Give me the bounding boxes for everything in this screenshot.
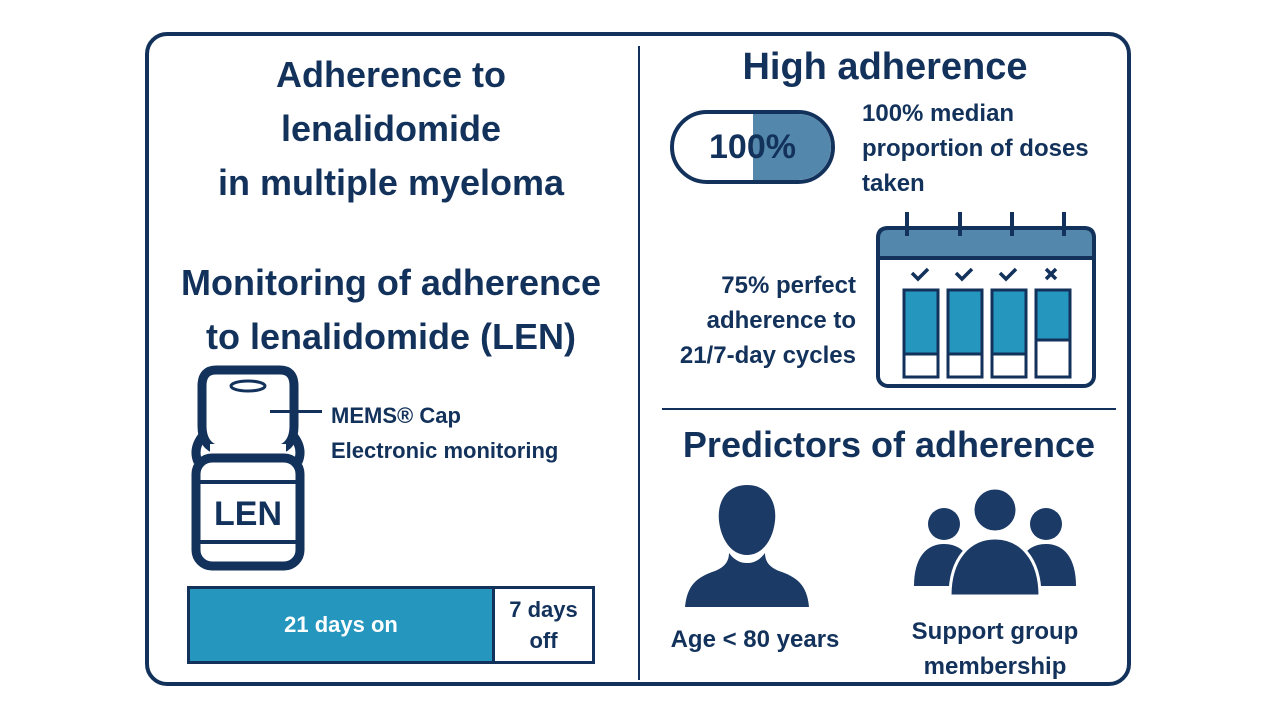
pill-fill (753, 114, 831, 180)
predictor-age: Age < 80 years (670, 626, 840, 653)
cross-icon (1044, 267, 1058, 281)
card-frame (145, 32, 1131, 686)
days-off-segment: 7 days off (492, 589, 592, 661)
check-icon (910, 267, 930, 282)
predictor-support: Support group membership (911, 618, 1079, 680)
days-on-segment: 21 days on (190, 589, 492, 661)
cap-label: MEMS® Cap Electronic monitoring (331, 403, 559, 463)
check-icon (954, 267, 974, 282)
predictors-title: Predictors of adherence (682, 424, 1096, 465)
monitoring-title: Monitoring of adherence to lenalidomide … (180, 262, 601, 357)
bottle-label: LEN (214, 495, 282, 533)
treatment-cycle-bar: 21 days on 7 days off (187, 586, 595, 664)
vertical-divider (638, 46, 640, 680)
pill-bottle-icon: LEN (191, 365, 305, 571)
perfect-adherence-text: 75% perfect adherence to 21/7-day cycles (679, 272, 856, 369)
horizontal-divider (662, 408, 1116, 410)
main-title: Adherence to lenalidomide in multiple my… (217, 54, 565, 203)
person-icon (685, 485, 809, 607)
cap-pointer-line (270, 410, 322, 413)
pill-value: 100% (709, 127, 796, 166)
median-text: 100% median proportion of doses taken (862, 100, 1089, 197)
adherence-pill: 100% (670, 110, 835, 184)
group-icon (914, 486, 1076, 596)
calendar-icon (876, 212, 1096, 388)
check-icon (998, 267, 1018, 282)
high-adherence-title: High adherence (742, 46, 1028, 88)
